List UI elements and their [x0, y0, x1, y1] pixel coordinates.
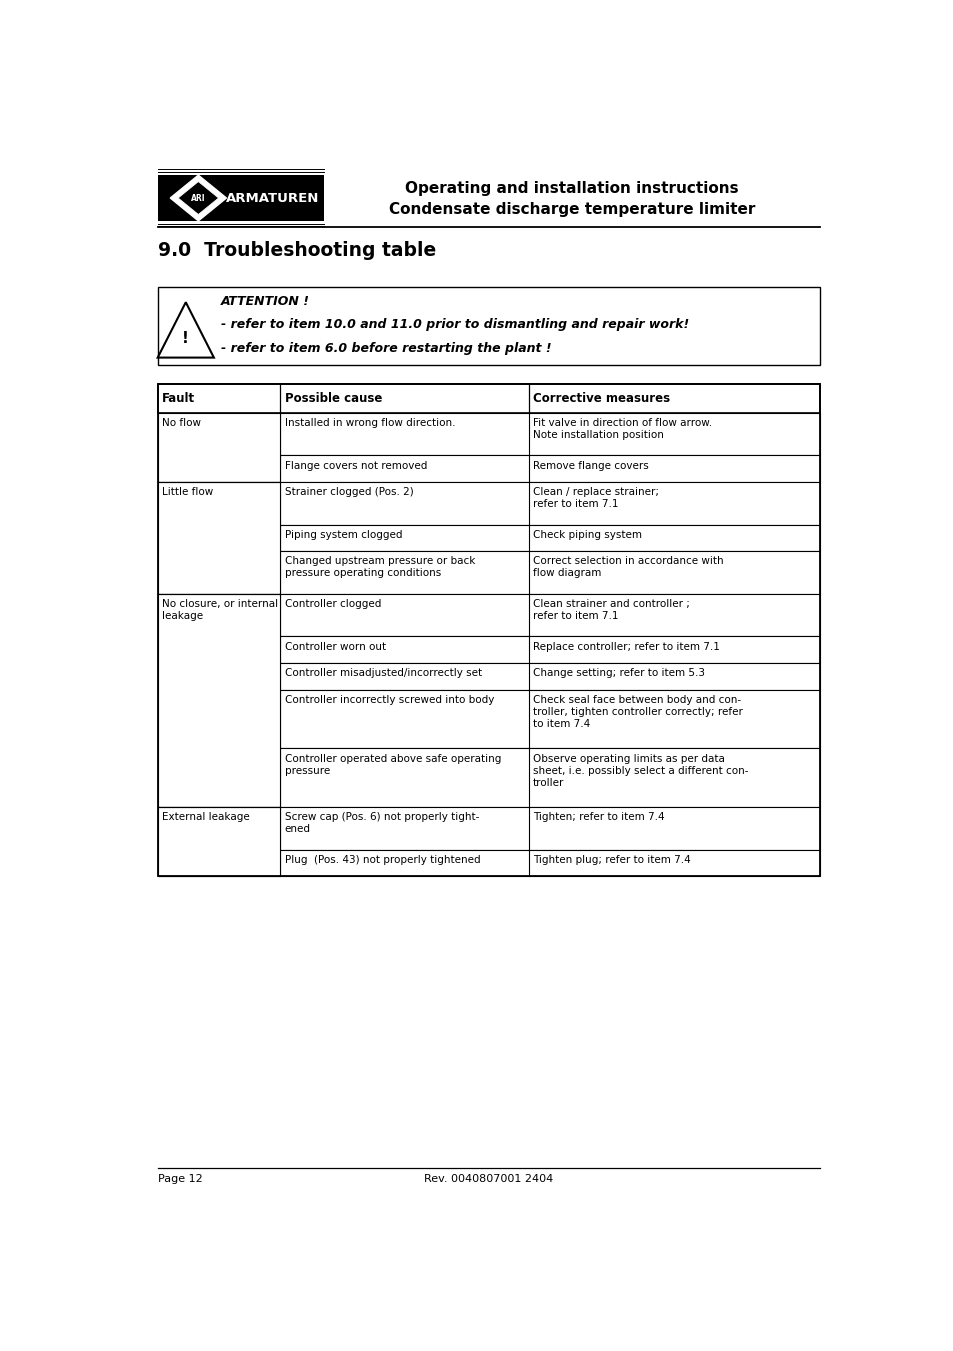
- Bar: [157, 176, 324, 222]
- Text: Remove flange covers: Remove flange covers: [533, 461, 648, 470]
- Text: Page 12: Page 12: [157, 1174, 202, 1185]
- Text: Strainer clogged (Pos. 2): Strainer clogged (Pos. 2): [284, 488, 413, 497]
- Text: Rev. 0040807001 2404: Rev. 0040807001 2404: [424, 1174, 553, 1185]
- Bar: [157, 807, 280, 877]
- Polygon shape: [157, 303, 213, 358]
- Polygon shape: [178, 181, 218, 215]
- Text: Fault: Fault: [162, 392, 195, 405]
- Bar: [157, 384, 820, 413]
- Text: ARI: ARI: [191, 193, 206, 203]
- Text: Check seal face between body and con-
troller, tighten controller correctly; ref: Check seal face between body and con- tr…: [533, 694, 742, 728]
- Bar: [157, 455, 820, 482]
- Text: 9.0  Troubleshooting table: 9.0 Troubleshooting table: [157, 240, 436, 259]
- Text: No flow: No flow: [162, 417, 201, 428]
- Text: Installed in wrong flow direction.: Installed in wrong flow direction.: [284, 417, 455, 428]
- Bar: [157, 288, 820, 366]
- Bar: [157, 551, 820, 594]
- Bar: [157, 482, 280, 594]
- Bar: [158, 594, 279, 807]
- Text: Replace controller; refer to item 7.1: Replace controller; refer to item 7.1: [533, 642, 720, 651]
- Bar: [157, 384, 820, 877]
- Bar: [157, 413, 280, 482]
- Bar: [157, 689, 820, 748]
- Text: Controller misadjusted/incorrectly set: Controller misadjusted/incorrectly set: [284, 669, 481, 678]
- Text: Tighten plug; refer to item 7.4: Tighten plug; refer to item 7.4: [533, 855, 690, 865]
- Text: Flange covers not removed: Flange covers not removed: [284, 461, 427, 470]
- Text: Controller operated above safe operating
pressure: Controller operated above safe operating…: [284, 754, 500, 775]
- Bar: [157, 663, 820, 689]
- Bar: [158, 413, 279, 481]
- Text: Fit valve in direction of flow arrow.
Note installation position: Fit valve in direction of flow arrow. No…: [533, 417, 712, 440]
- Bar: [157, 807, 820, 850]
- Bar: [157, 482, 820, 524]
- Text: Correct selection in accordance with
flow diagram: Correct selection in accordance with flo…: [533, 557, 723, 578]
- Bar: [157, 850, 820, 877]
- Bar: [157, 594, 280, 807]
- Bar: [157, 413, 820, 455]
- Text: ARMATUREN: ARMATUREN: [225, 192, 318, 204]
- Text: Screw cap (Pos. 6) not properly tight-
ened: Screw cap (Pos. 6) not properly tight- e…: [284, 812, 478, 835]
- Bar: [158, 484, 279, 593]
- Text: No closure, or internal
leakage: No closure, or internal leakage: [162, 598, 278, 621]
- Bar: [158, 808, 279, 875]
- Text: Little flow: Little flow: [162, 488, 213, 497]
- Text: Condensate discharge temperature limiter: Condensate discharge temperature limiter: [389, 201, 755, 218]
- Text: Tighten; refer to item 7.4: Tighten; refer to item 7.4: [533, 812, 664, 823]
- Polygon shape: [170, 176, 226, 222]
- Bar: [157, 636, 820, 663]
- Text: Check piping system: Check piping system: [533, 530, 641, 540]
- Bar: [157, 748, 820, 807]
- Bar: [157, 594, 820, 636]
- Text: Observe operating limits as per data
sheet, i.e. possibly select a different con: Observe operating limits as per data she…: [533, 754, 748, 788]
- Text: !: !: [182, 331, 189, 346]
- Text: ATTENTION !: ATTENTION !: [220, 295, 309, 308]
- Text: Possible cause: Possible cause: [284, 392, 381, 405]
- Text: - refer to item 10.0 and 11.0 prior to dismantling and repair work!: - refer to item 10.0 and 11.0 prior to d…: [220, 319, 688, 331]
- Text: Operating and installation instructions: Operating and installation instructions: [405, 181, 739, 196]
- Text: Clean strainer and controller ;
refer to item 7.1: Clean strainer and controller ; refer to…: [533, 598, 689, 621]
- Text: Corrective measures: Corrective measures: [533, 392, 670, 405]
- Text: - refer to item 6.0 before restarting the plant !: - refer to item 6.0 before restarting th…: [220, 342, 551, 355]
- Text: Plug  (Pos. 43) not properly tightened: Plug (Pos. 43) not properly tightened: [284, 855, 479, 865]
- Text: Controller clogged: Controller clogged: [284, 598, 380, 609]
- Text: Changed upstream pressure or back
pressure operating conditions: Changed upstream pressure or back pressu…: [284, 557, 475, 578]
- Text: Controller worn out: Controller worn out: [284, 642, 385, 651]
- Text: Piping system clogged: Piping system clogged: [284, 530, 402, 540]
- Text: Controller incorrectly screwed into body: Controller incorrectly screwed into body: [284, 694, 494, 705]
- Text: Clean / replace strainer;
refer to item 7.1: Clean / replace strainer; refer to item …: [533, 488, 659, 509]
- Text: Change setting; refer to item 5.3: Change setting; refer to item 5.3: [533, 669, 704, 678]
- Bar: [157, 524, 820, 551]
- Text: External leakage: External leakage: [162, 812, 250, 823]
